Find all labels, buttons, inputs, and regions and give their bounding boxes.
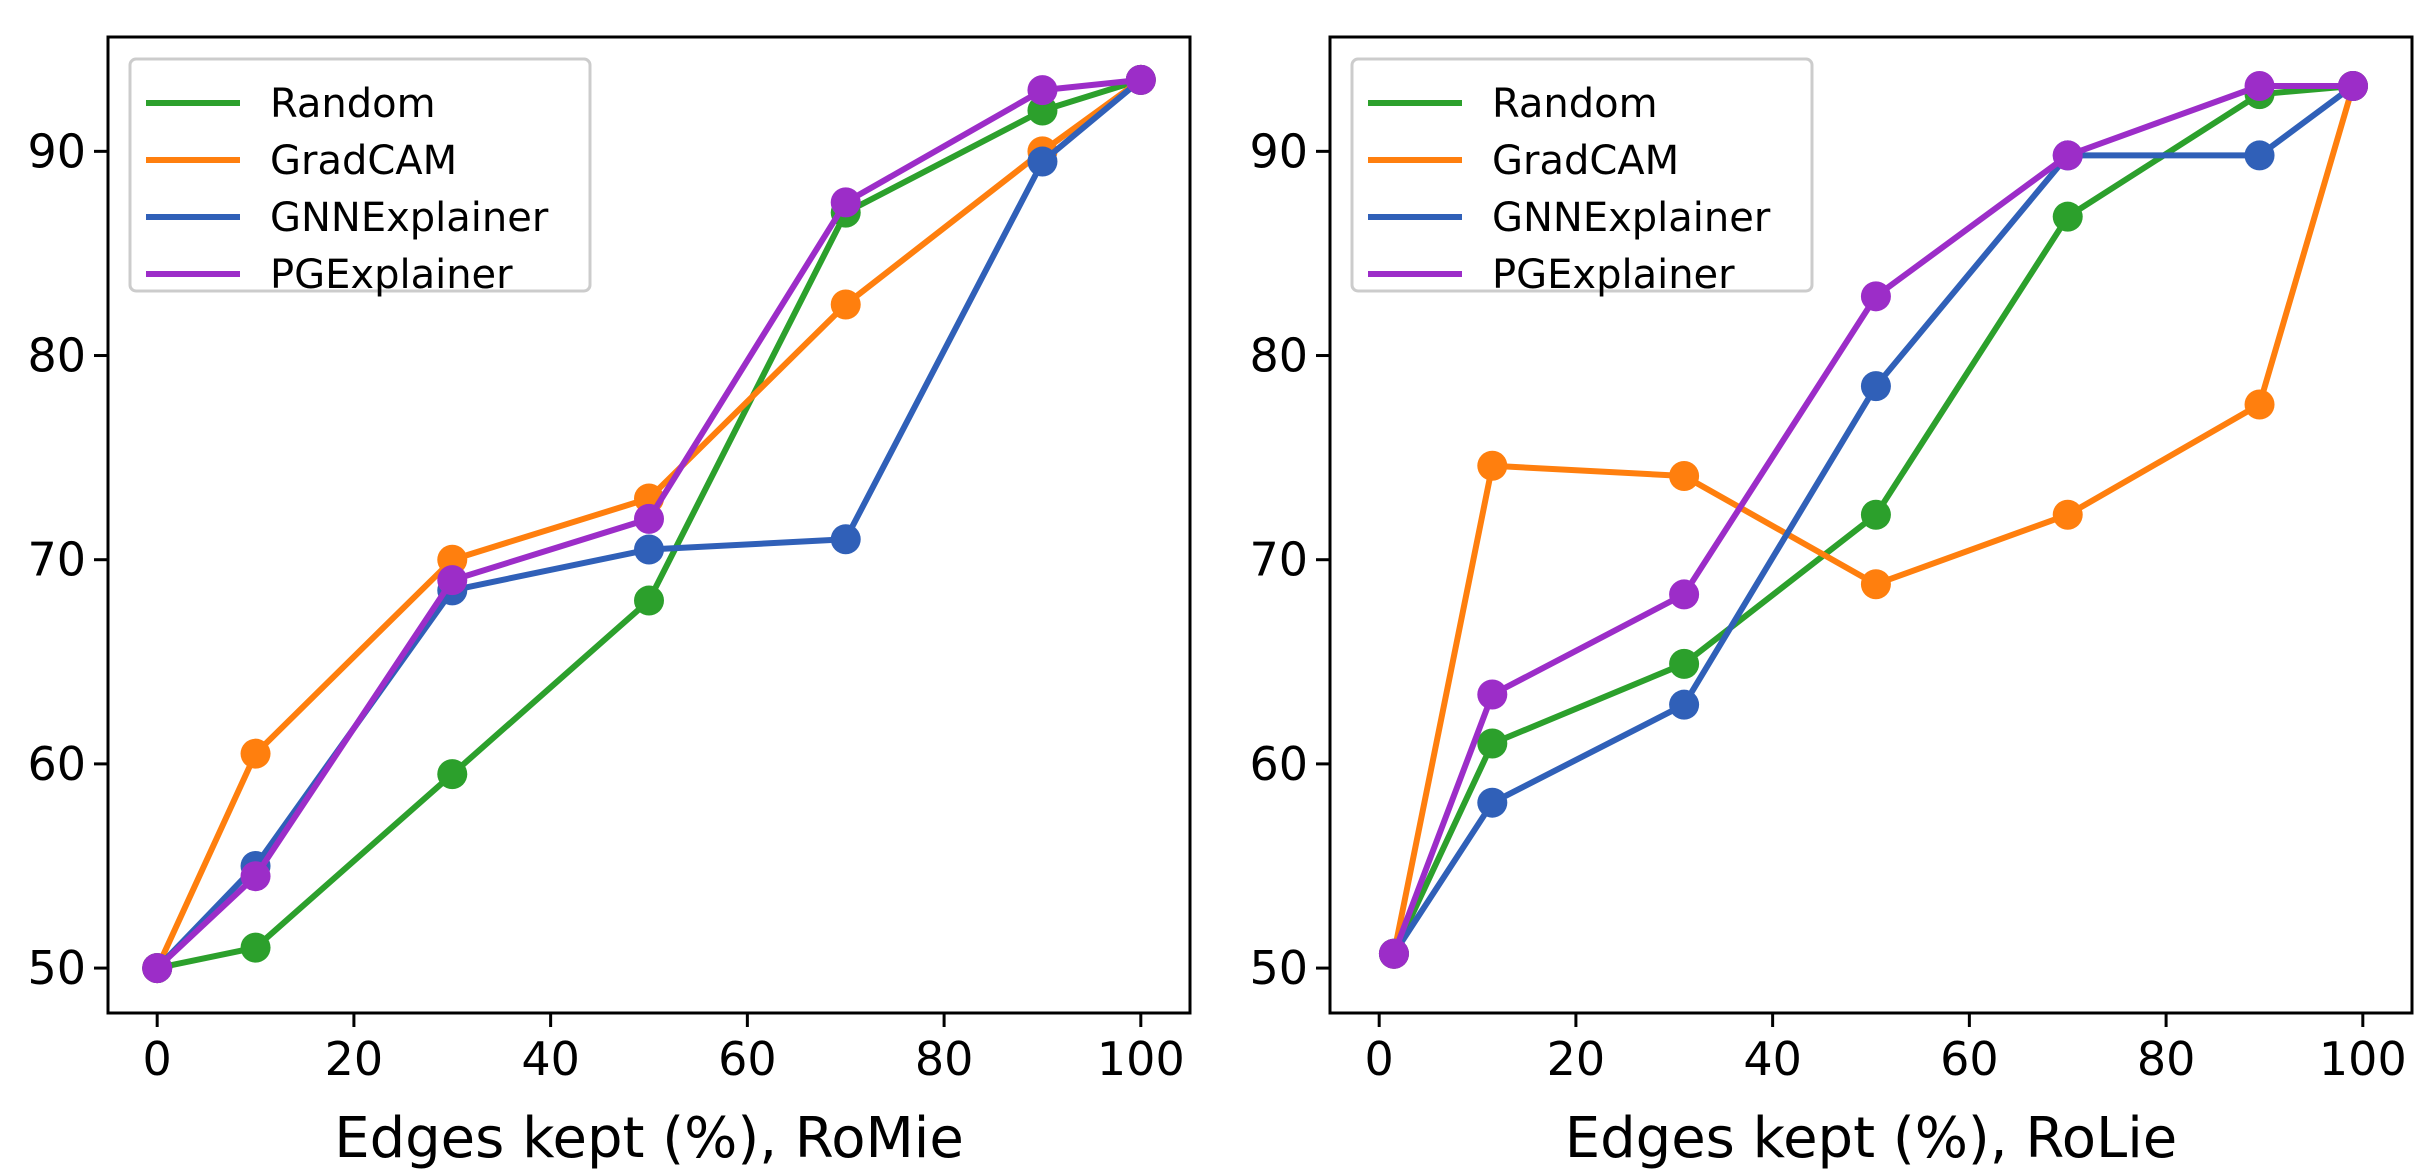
data-point [634, 503, 664, 534]
legend-label: Random [270, 81, 436, 127]
x-tick-label: 60 [718, 1032, 777, 1086]
data-point [2244, 140, 2275, 171]
data-point [240, 738, 271, 769]
data-point [1477, 679, 1508, 710]
series-pgexplainer [142, 64, 1156, 984]
x-tick-label: 0 [1365, 1032, 1394, 1086]
data-point [830, 289, 861, 320]
plot-frame [106, 35, 1192, 1015]
plot-frame [1328, 35, 2414, 1015]
x-tick-label: 60 [1940, 1032, 1999, 1086]
y-tick-label: 60 [27, 737, 86, 791]
data-point [1669, 648, 1700, 679]
y-tick-label: 50 [1249, 941, 1308, 995]
data-point [1125, 64, 1156, 95]
legend-label: GNNExplainer [1492, 195, 1771, 241]
series-pgexplainer [1378, 71, 2368, 969]
data-point [830, 524, 861, 555]
legend-label: GradCAM [270, 138, 457, 184]
legend-label: PGExplainer [1492, 252, 1735, 298]
panel-rolie: 0 20 40 60 80 100 50 60 70 80 90 Edges kept (%), Ro… [1249, 35, 2414, 1170]
data-point [2244, 71, 2275, 102]
data-point [1669, 460, 1700, 491]
data-point [1860, 281, 1891, 312]
legend-label: Random [1492, 81, 1658, 127]
y-tick-label: 80 [1249, 329, 1308, 383]
data-point [1669, 689, 1700, 720]
y-tick-label: 60 [1249, 737, 1308, 791]
data-point [2052, 140, 2083, 171]
y-tick-label: 90 [1249, 124, 1308, 178]
data-point [2244, 389, 2275, 420]
panel-romie: 0 20 40 60 80 100 50 60 70 80 90 Edges kept (%), Ro… [27, 35, 1192, 1170]
legend: Random GradCAM GNNExplainer PGExplainer [1350, 57, 1814, 298]
data-point [1477, 450, 1508, 481]
data-point [2052, 499, 2083, 530]
data-point [1027, 146, 1058, 177]
y-tick-label: 70 [1249, 533, 1308, 587]
data-point [240, 861, 271, 892]
legend-box [1350, 57, 1814, 293]
legend-label: PGExplainer [270, 252, 513, 298]
data-point [437, 759, 468, 790]
x-tick-label: 40 [1743, 1032, 1802, 1086]
data-point [634, 585, 664, 616]
data-point [1477, 728, 1508, 759]
data-point [2337, 71, 2368, 102]
data-point [1027, 75, 1058, 106]
legend-label: GNNExplainer [270, 195, 549, 241]
data-point [1860, 499, 1891, 530]
data-point [240, 932, 271, 963]
legend: Random GradCAM GNNExplainer PGExplainer [128, 57, 592, 298]
x-tick-label: 80 [2137, 1032, 2196, 1086]
x-tick-label: 20 [1547, 1032, 1606, 1086]
data-point [1477, 787, 1508, 818]
x-tick-label: 80 [915, 1032, 974, 1086]
y-tick-label: 70 [27, 533, 86, 587]
data-point [2052, 201, 2083, 232]
x-tick-label: 40 [521, 1032, 580, 1086]
data-point [437, 565, 468, 596]
legend-label: GradCAM [1492, 138, 1679, 184]
data-point [1378, 938, 1409, 969]
y-tick-label: 80 [27, 329, 86, 383]
x-tick-label: 100 [1097, 1032, 1185, 1086]
x-axis-label: Edges kept (%), RoMie [334, 1106, 964, 1170]
data-point [1860, 569, 1891, 600]
x-tick-label: 20 [325, 1032, 384, 1086]
data-point [1669, 579, 1700, 610]
x-tick-label: 0 [143, 1032, 172, 1086]
data-point [634, 534, 664, 565]
legend-box [128, 57, 592, 293]
data-point [1860, 371, 1891, 402]
data-point [142, 953, 173, 984]
x-tick-label: 100 [2319, 1032, 2407, 1086]
x-axis-label: Edges kept (%), RoLie [1565, 1106, 2177, 1170]
data-point [830, 187, 861, 218]
y-tick-label: 90 [27, 124, 86, 178]
y-tick-label: 50 [27, 941, 86, 995]
